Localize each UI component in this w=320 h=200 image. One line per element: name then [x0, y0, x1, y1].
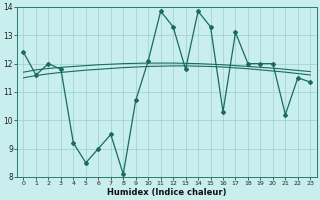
- X-axis label: Humidex (Indice chaleur): Humidex (Indice chaleur): [107, 188, 227, 197]
